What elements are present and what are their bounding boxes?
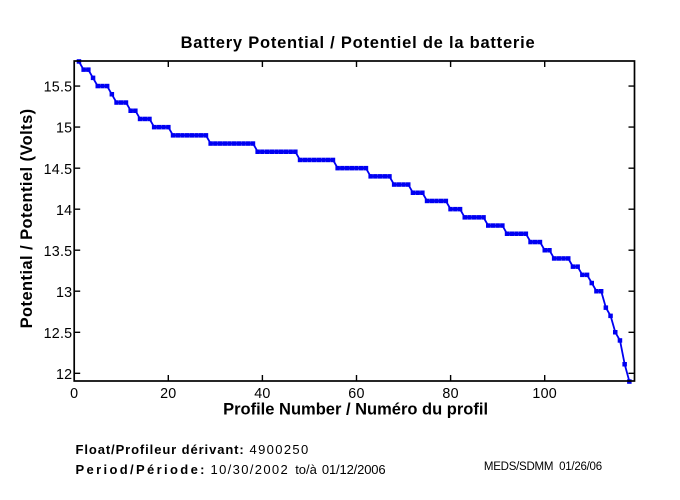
svg-text:12.5: 12.5 (44, 326, 73, 342)
svg-text:80: 80 (442, 386, 458, 402)
svg-text:0: 0 (70, 386, 78, 402)
svg-text:MEDS/SDMM 01/26/06: MEDS/SDMM 01/26/06 (484, 461, 602, 473)
svg-text:100: 100 (532, 386, 557, 402)
svg-text:40: 40 (254, 386, 270, 402)
svg-text:20: 20 (160, 386, 176, 402)
svg-text:Profile Number / Numéro du pro: Profile Number / Numéro du profil (223, 400, 488, 418)
svg-text:Float/Profileur dérivant:49002: Float/Profileur dérivant: 4900250 (76, 442, 310, 457)
svg-text:60: 60 (348, 386, 364, 402)
svg-text:15: 15 (56, 121, 72, 137)
svg-text:13.5: 13.5 (44, 244, 73, 260)
svg-text:Potential / Potentiel (Volts): Potential / Potentiel (Volts) (18, 108, 36, 328)
svg-text:13: 13 (56, 285, 72, 301)
svg-text:14.5: 14.5 (44, 162, 73, 178)
svg-text:15.5: 15.5 (44, 80, 73, 96)
svg-text:Battery Potential / Potentiel: Battery Potential / Potentiel de la batt… (181, 34, 536, 52)
svg-text:14: 14 (56, 203, 72, 219)
svg-text:12: 12 (56, 367, 72, 383)
